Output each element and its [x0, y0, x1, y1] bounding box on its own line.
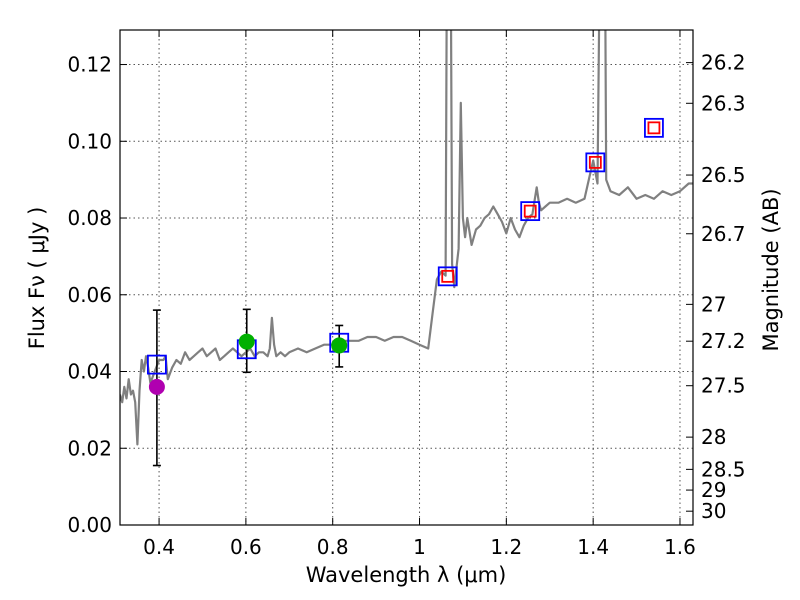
mag-tick-label: 27.2: [701, 329, 746, 353]
x-tick-label: 0.8: [317, 535, 349, 559]
mag-tick-label: 26.3: [701, 91, 746, 115]
blue-square-marker: [520, 201, 541, 222]
data-layer: [120, 30, 693, 467]
green-circle-marker: [331, 337, 348, 354]
red-square-marker: [588, 155, 602, 169]
y-tick-label: 0.02: [67, 436, 112, 460]
blue-square-marker: [644, 117, 664, 138]
magenta-circle-marker: [148, 378, 165, 395]
mag-tick-label: 26.5: [701, 163, 746, 187]
x-axis-title: Wavelength λ (μm): [306, 563, 507, 587]
blue-square-marker: [585, 152, 606, 173]
y-axis-title: Flux Fν ( μJy ): [25, 207, 49, 350]
grid-layer: [120, 30, 693, 526]
x-tick-label: 0.6: [230, 535, 262, 559]
red-square-marker: [523, 204, 537, 218]
green-circle-marker: [238, 333, 255, 350]
y-tick-label: 0.08: [67, 206, 112, 230]
y-tick-label: 0.12: [67, 53, 112, 77]
plot-frame: [119, 29, 694, 526]
y-tick-label: 0.04: [67, 360, 112, 384]
y-tick-label: 0.10: [67, 129, 112, 153]
mag-tick-label: 30: [701, 499, 726, 523]
mag-tick-label: 27.5: [701, 374, 746, 398]
y-tick-label: 0.06: [67, 283, 112, 307]
red-square-marker: [647, 121, 661, 135]
x-tick-label: 1.2: [490, 535, 522, 559]
spectrum-line: [120, 30, 693, 446]
x-tick-label: 0.4: [143, 535, 175, 559]
x-tick-label: 1: [413, 535, 426, 559]
x-tick-label: 1.6: [664, 535, 696, 559]
mag-tick-label: 28.5: [701, 457, 746, 481]
mag-tick-label: 27: [701, 292, 726, 316]
ticks-layer: 0.4 0.6 0.8 1 1.2 1.4 1.6 0.00 0.02 0.04 0.06 0.08 0…: [67, 30, 746, 559]
mag-tick-label: 28: [701, 425, 726, 449]
mag-tick-label: 29: [701, 478, 726, 502]
y-tick-label: 0.00: [67, 513, 112, 537]
mag-tick-label: 26.2: [701, 51, 746, 75]
blue-square-marker: [437, 266, 458, 287]
right-axis-title: Magnitude (AB): [759, 188, 783, 351]
blue-square-marker: [146, 354, 167, 375]
red-square-marker: [441, 269, 455, 283]
x-tick-label: 1.4: [577, 535, 609, 559]
mag-tick-label: 26.7: [701, 222, 746, 246]
